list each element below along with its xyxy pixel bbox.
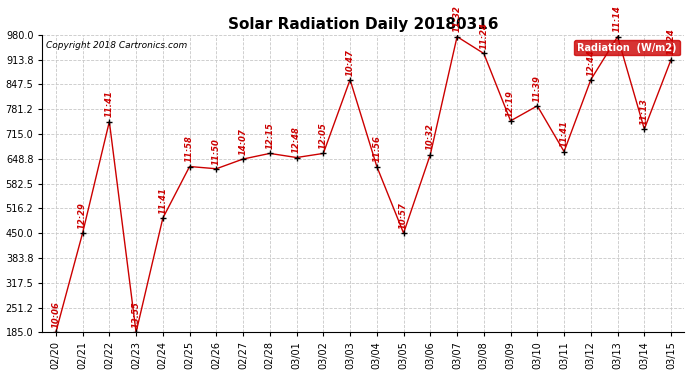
Text: 11:14: 11:14: [613, 6, 622, 33]
Text: 11:13: 11:13: [640, 98, 649, 125]
Text: Copyright 2018 Cartronics.com: Copyright 2018 Cartronics.com: [46, 41, 187, 50]
Text: 10:32: 10:32: [426, 123, 435, 150]
Text: 11:50: 11:50: [212, 138, 221, 165]
Text: 11:41: 11:41: [105, 90, 114, 117]
Text: 11:41: 11:41: [158, 187, 168, 214]
Title: Solar Radiation Daily 20180316: Solar Radiation Daily 20180316: [228, 17, 499, 32]
Text: 12:15: 12:15: [266, 122, 275, 149]
Text: 11:56: 11:56: [373, 135, 382, 162]
Text: 10:47: 10:47: [346, 49, 355, 75]
Text: 11:39: 11:39: [533, 75, 542, 102]
Text: 11:58: 11:58: [185, 135, 194, 162]
Text: 13:55: 13:55: [132, 301, 141, 328]
Text: 14:07: 14:07: [239, 128, 248, 155]
Text: 10:57: 10:57: [399, 202, 408, 229]
Text: 12:44: 12:44: [586, 49, 595, 75]
Text: 12:48: 12:48: [292, 126, 301, 153]
Legend: Radiation  (W/m2): Radiation (W/m2): [574, 40, 680, 56]
Text: 11:32: 11:32: [453, 6, 462, 33]
Text: 11:24: 11:24: [667, 28, 676, 56]
Text: 12:05: 12:05: [319, 122, 328, 149]
Text: 11:41: 11:41: [560, 120, 569, 147]
Text: 10:06: 10:06: [51, 301, 60, 328]
Text: 12:19: 12:19: [506, 90, 515, 117]
Text: 11:24: 11:24: [480, 22, 489, 50]
Text: 12:29: 12:29: [78, 202, 87, 229]
